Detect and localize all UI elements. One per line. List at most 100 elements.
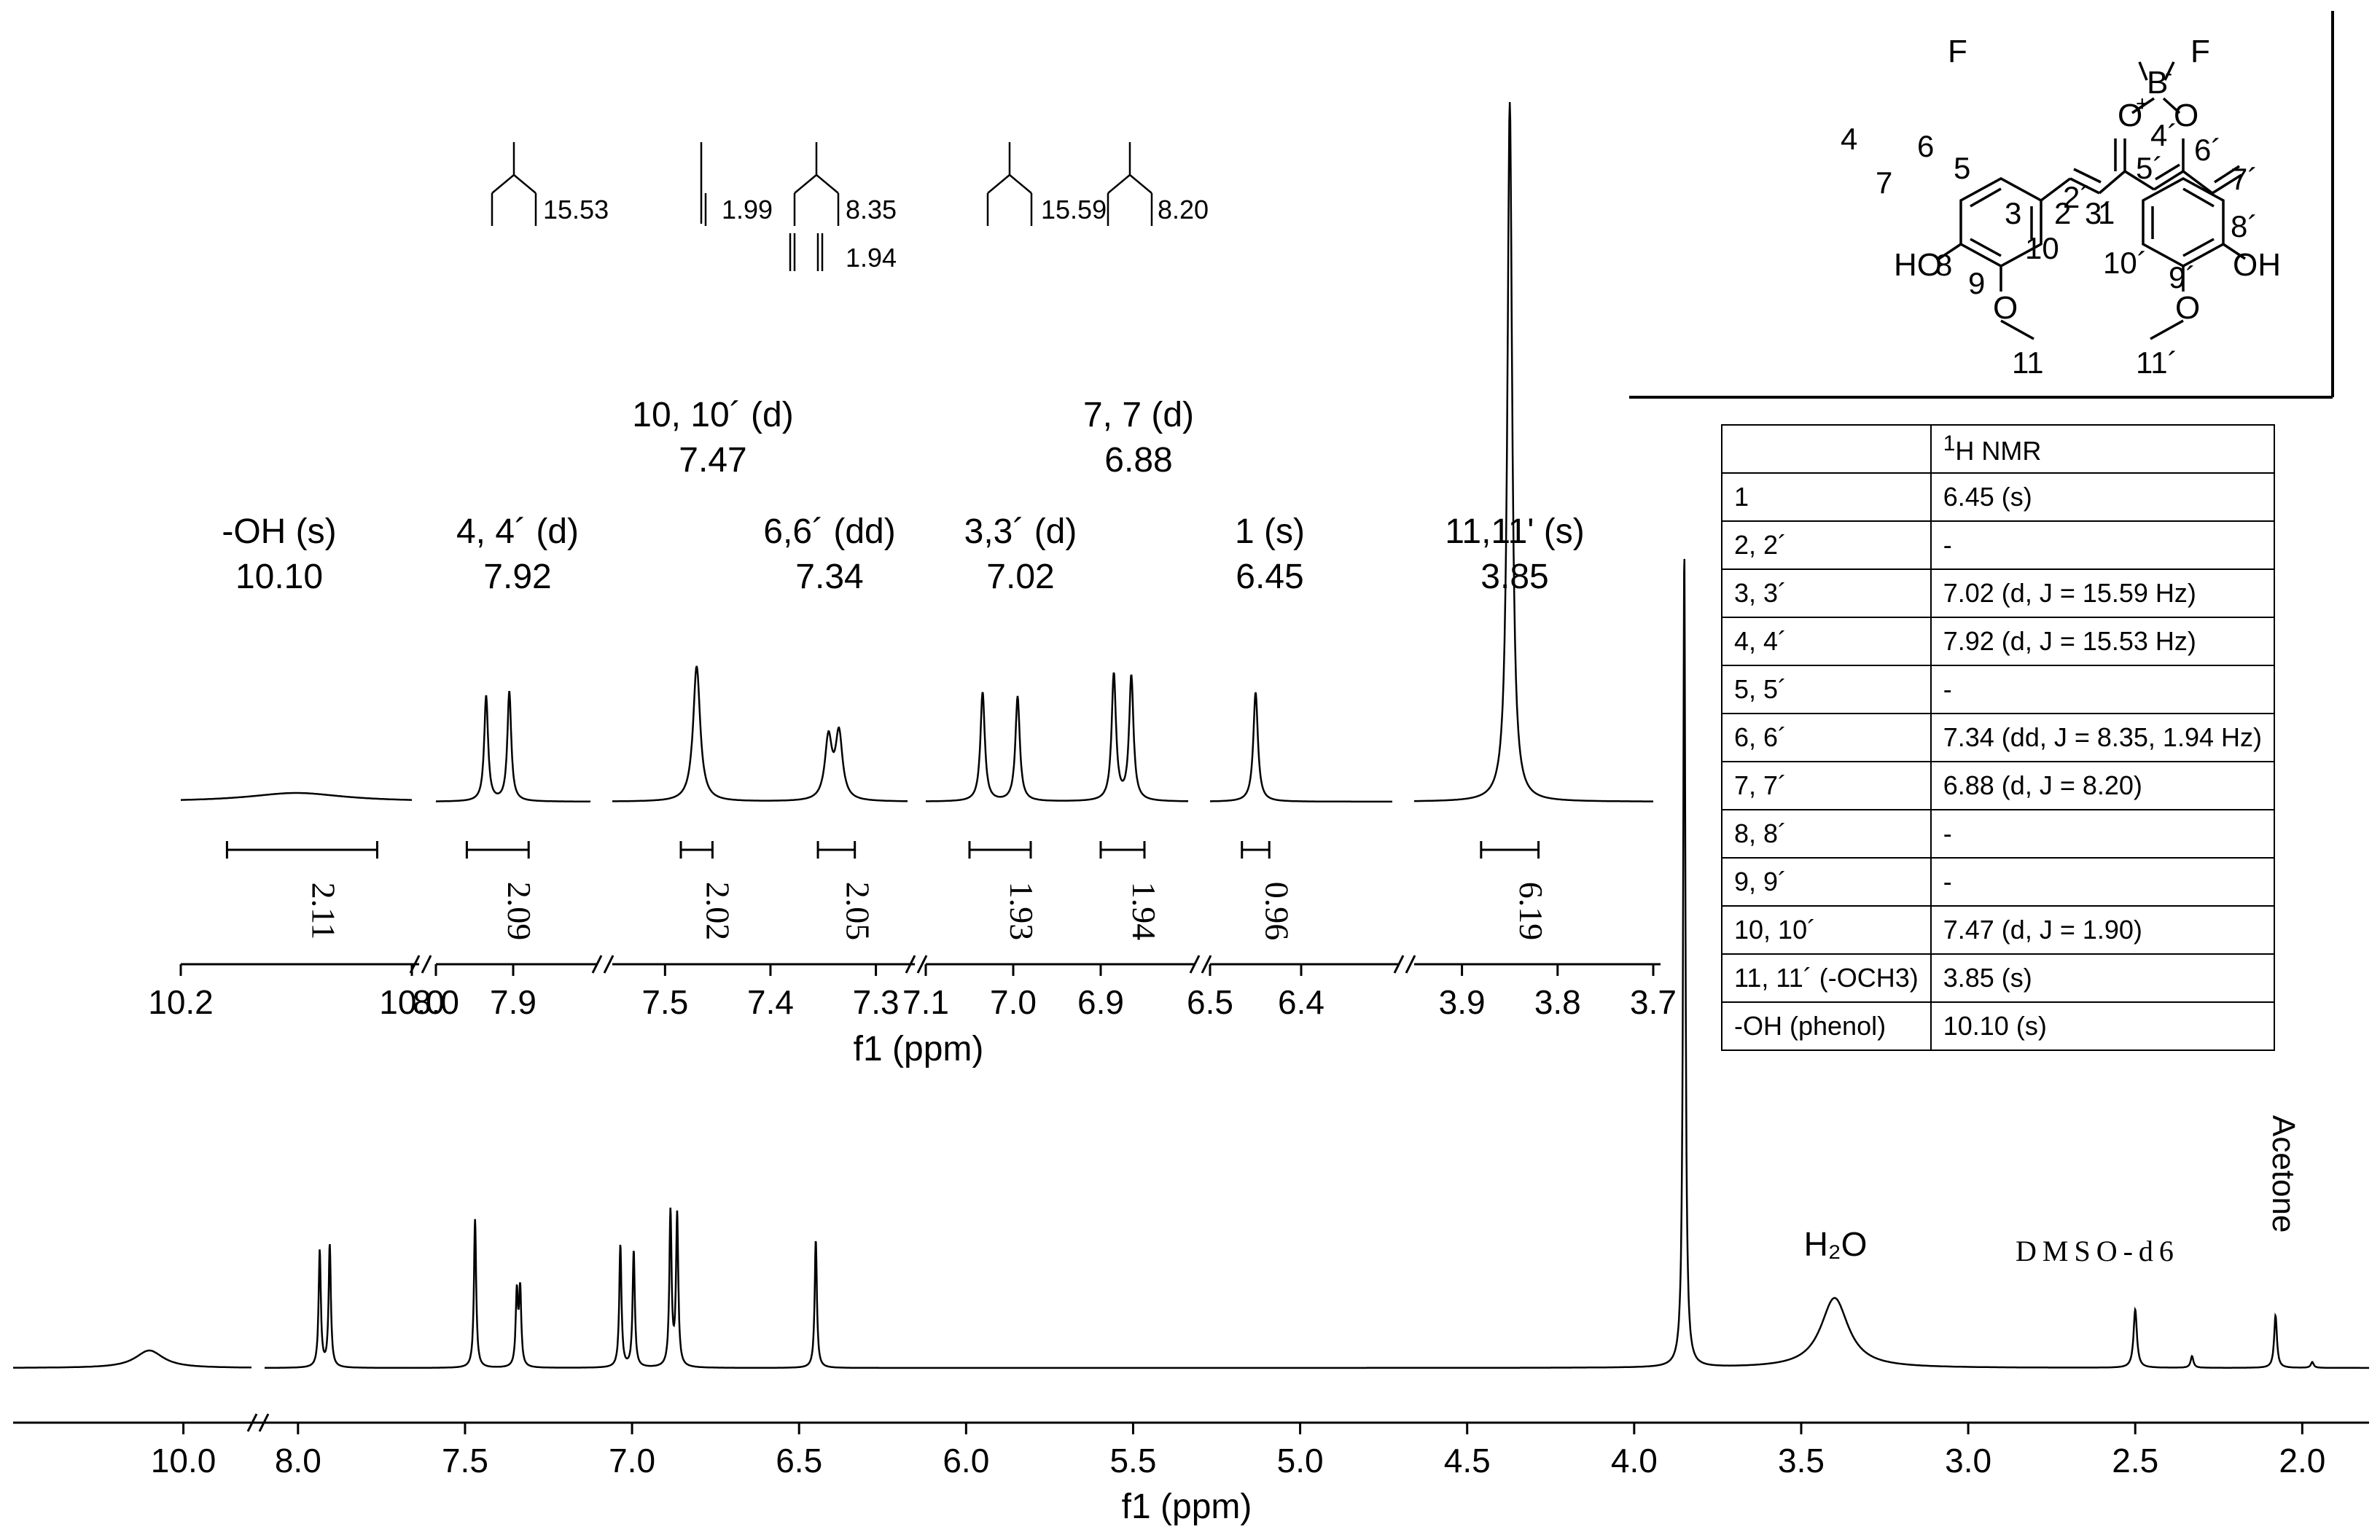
structure-atom: O (2118, 98, 2142, 133)
coupling-tree (789, 233, 824, 271)
table-cell-position: 1 (1721, 472, 1932, 522)
full-spectrum: 10.0 8.0 7.5 7.0 6.5 6.0 5.5 5.0 4.5 4.0 3.5 3.0 2.5… (13, 558, 2369, 1526)
table-cell-shift: 7.02 (d, J = 15.59 Hz) (1930, 568, 2276, 618)
structure-locant: 11´ (2136, 345, 2178, 380)
structure-locant: 3 (2005, 196, 2021, 230)
table-cell-shift: 3.85 (s) (1930, 953, 2276, 1003)
table-row: 4, 4´ 7.92 (d, J = 15.53 Hz) (1721, 617, 2276, 666)
table-cell-shift: - (1930, 520, 2276, 570)
peak-assignment-label: 7, 7 (d) (1083, 396, 1194, 434)
axis-break-mark (1189, 955, 1201, 974)
inset-trace-segment (181, 792, 412, 801)
table-cell-position: 3, 3´ (1721, 568, 1932, 618)
axis-break-mark (905, 955, 916, 974)
inset-tick-label: 6.9 (1077, 983, 1124, 1021)
inset-x-axis-label: f1 (ppm) (854, 1030, 984, 1068)
integral-value: 2.05 (839, 882, 876, 941)
axis-break-mark (1393, 955, 1405, 974)
coupling-tree-branch (491, 174, 515, 194)
structure-atom: F (2190, 34, 2210, 69)
table-cell-shift: - (1930, 665, 2276, 714)
table-row: 10, 10´ 7.47 (d, J = 1.90) (1721, 905, 2276, 955)
axis-break-mark (1201, 955, 1212, 974)
table-row: 1 6.45 (s) (1721, 472, 2276, 522)
coupling-tree (491, 142, 537, 226)
solvent-label-acetone: Acetone (2266, 1115, 2301, 1232)
integral-value: 0.96 (1259, 882, 1296, 941)
table-header-row: 1H NMR (1721, 424, 2276, 474)
peak-assignment-label: -OH (s) (222, 512, 336, 551)
full-trace-segment (265, 558, 2369, 1369)
inset-spectrum: 10.2 10.08.0 7.9 7.5 7.4 7.3 7.1 7.0 6.9 6.5 6.4 3.… (148, 101, 1677, 1068)
structure-locant: 7 (1876, 165, 1892, 200)
integral-value: 2.11 (305, 883, 342, 940)
coupling-tree (986, 142, 1033, 226)
coupling-tree (1107, 142, 1153, 226)
table-cell-position: 7, 7´ (1721, 761, 1932, 810)
peak-shift-label: 6.45 (1236, 558, 1303, 596)
table-cell-shift: 6.88 (d, J = 8.20) (1930, 761, 2276, 810)
peak-assignment-label: 4, 4´ (d) (456, 512, 579, 551)
inset-trace-segment (926, 672, 1188, 802)
coupling-tree-branch (1129, 174, 1152, 194)
axis-break-mark (409, 955, 421, 974)
table-cell-position: 2, 2´ (1721, 520, 1932, 570)
axis-break-mark (916, 955, 928, 974)
table-cell-shift: 7.92 (d, J = 15.53 Hz) (1930, 617, 2276, 666)
structure-locant: 4 (1841, 122, 1857, 156)
table-row: 3, 3´ 7.02 (d, J = 15.59 Hz) (1721, 568, 2276, 618)
full-tick-label: 8.0 (275, 1442, 321, 1480)
integral-value: 2.02 (700, 882, 737, 941)
inset-tick-label: 8.0 (413, 983, 459, 1021)
inset-tick-label: 10.0 (379, 983, 445, 1021)
table-cell-shift: 6.45 (s) (1930, 472, 2276, 522)
table-row: 8, 8´ - (1721, 809, 2276, 859)
structure-frame (1629, 11, 2334, 399)
structure-locant: 3´ (2085, 196, 2112, 230)
axis-break-mark (246, 1413, 258, 1432)
table-cell-position: 10, 10´ (1721, 905, 1932, 955)
inset-tick-label: 7.0 (990, 983, 1037, 1021)
table-row: 9, 9´ - (1721, 857, 2276, 907)
integral-value: 1.94 (1125, 882, 1163, 941)
full-tick-label: 10.0 (151, 1442, 216, 1480)
coupling-tree-branch (987, 174, 1010, 194)
peak-assignment-label: 3,3´ (d) (964, 512, 1077, 551)
structure-atom: + (2136, 92, 2149, 116)
structure-locant: 2 (2054, 196, 2071, 230)
table-cell-position: 8, 8´ (1721, 809, 1932, 859)
full-tick-label: 4.5 (1444, 1442, 1491, 1480)
full-x-axis-label: f1 (ppm) (1122, 1488, 1252, 1526)
structure-locant: 2´ (2063, 180, 2090, 214)
coupling-constant-label: 1.94 (846, 243, 897, 273)
table-row: 6, 6´ 7.34 (dd, J = 8.35, 1.94 Hz) (1721, 713, 2276, 762)
structure-atom: - (2165, 61, 2172, 85)
inset-tick-label: 3.9 (1439, 983, 1486, 1021)
table-cell-position: 6, 6´ (1721, 713, 1932, 762)
inset-tick-label: 6.4 (1278, 983, 1324, 1021)
structure-locant: 7´ (2231, 162, 2258, 196)
table-cell-shift: - (1930, 857, 2276, 907)
peak-shift-label: 7.34 (795, 558, 863, 596)
full-tick-label: 6.0 (943, 1442, 989, 1480)
peak-assignment-label: 10, 10´ (d) (632, 396, 793, 434)
inset-tick-label: 3.7 (1630, 983, 1677, 1021)
table-cell-position: 5, 5´ (1721, 665, 1932, 714)
structure-locant: 1 (2098, 196, 2115, 230)
table-cell-position: 11, 11´ (-OCH3) (1721, 953, 1932, 1003)
assignment-table-body: 1H NMR 1 6.45 (s) 2, 2´ -3, 3´ 7.02 (d, J = 1… (1721, 424, 2276, 1051)
peak-assignment-label: 1 (s) (1235, 512, 1305, 551)
peak-shift-label: 3.85 (1480, 558, 1548, 596)
structure-locant: 11 (2012, 345, 2044, 380)
inset-trace-segment (1414, 101, 1653, 802)
table-cell-shift: 7.47 (d, J = 1.90) (1930, 905, 2276, 955)
axis-break-mark (421, 955, 432, 974)
table-cell-shift: 7.34 (dd, J = 8.35, 1.94 Hz) (1930, 713, 2276, 762)
inset-tick-label: 7.5 (641, 983, 688, 1021)
assignment-table: 1H NMR 1 6.45 (s) 2, 2´ -3, 3´ 7.02 (d, J = 1… (1721, 424, 2276, 1051)
coupling-constant-label: 8.35 (846, 195, 897, 224)
inset-tick-label: 3.8 (1534, 983, 1581, 1021)
structure-locant: 8´ (2231, 209, 2258, 243)
